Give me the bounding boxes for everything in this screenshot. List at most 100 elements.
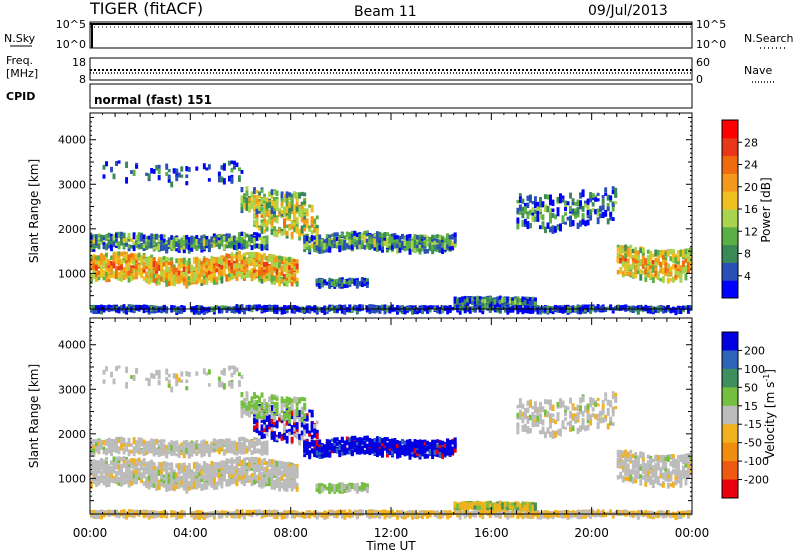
power-echo-cell [629,306,633,313]
power-echo-cell [549,307,552,313]
velocity-echo-cell [110,479,113,483]
power-echo-cell [245,242,249,249]
power-echo-cell [245,197,249,202]
power-echo-cell [253,265,256,272]
velocity-echo-cell [140,467,144,471]
power-echo-cell [200,270,204,275]
power-echo-cell [536,307,540,313]
power-echo-cell [335,282,339,286]
power-echo-cell [654,266,658,272]
power-echo-cell [265,256,269,260]
power-echo-cell [293,270,297,275]
power-echo-cell [355,240,359,246]
power-echo-cell [150,244,154,249]
power-echo-cell [182,307,186,313]
power-echo-cell [150,167,154,174]
power-echo-cell [406,234,409,241]
power-echo-cell [403,242,407,246]
power-echo-cell [227,265,231,272]
power-echo-cell [95,305,98,309]
power-echo-cell [212,258,216,263]
power-echo-cell [599,205,603,212]
power-echo-cell [676,254,680,262]
power-echo-cell [160,246,164,251]
power-echo-cell [280,231,284,236]
velocity-echo-cell [122,476,126,483]
power-echo-cell [614,201,618,205]
power-echo-cell [501,297,505,304]
power-echo-cell [288,212,292,219]
power-echo-cell [363,277,367,282]
velocity-echo-cell [152,482,156,488]
power-echo-cell [275,268,279,276]
power-echo-cell [135,253,139,260]
power-echo-cell [200,235,204,241]
power-echo-cell [273,231,277,237]
power-echo-cell [263,307,266,313]
power-echo-cell [155,242,159,247]
power-echo-cell [237,167,241,172]
velocity-echo-cell [195,462,199,468]
power-echo-cell [574,202,578,206]
power-echo-cell [202,279,206,283]
power-echo-cell [220,176,224,183]
power-echo-cell [102,244,106,249]
power-echo-cell [167,174,171,179]
power-echo-cell [107,236,111,241]
power-echo-cell [100,267,103,274]
power-echo-cell [431,245,435,251]
power-echo-cell [147,256,151,263]
power-echo-cell [125,177,129,184]
power-echo-cell [360,277,364,282]
power-echo-cell [315,278,319,284]
power-echo-cell [110,236,113,241]
power-echo-cell [634,264,638,269]
power-echo-cell [661,306,665,314]
velocity-echo-cell [142,466,146,473]
power-echo-cell [559,193,562,198]
power-echo-cell [681,249,685,254]
velocity-echo-cell [157,484,161,491]
power-echo-cell [285,269,289,274]
power-echo-cell [388,245,392,251]
power-echo-cell [498,307,502,313]
power-echo-cell [298,192,302,199]
y-tick-label: 3000 [58,178,86,191]
power-echo-cell [426,248,430,254]
power-echo-cell [290,264,294,268]
power-echo-cell [441,240,445,246]
power-echo-cell [283,218,287,224]
power-echo-cell [150,237,154,244]
power-echo-cell [255,304,259,310]
power-echo-cell [155,243,159,250]
power-echo-cell [237,175,241,182]
power-echo-cell [365,233,369,237]
velocity-echo-cell [175,485,179,490]
power-echo-cell [564,205,567,209]
power-echo-cell [185,234,189,242]
power-echo-cell [533,202,537,209]
velocity-echo-cell [167,473,171,481]
velocity-echo-cell [145,469,149,475]
power-echo-cell [676,266,680,272]
power-echo-cell [165,273,169,278]
power-echo-cell [147,261,151,266]
power-echo-cell [110,264,113,269]
power-echo-cell [559,196,562,204]
power-echo-cell [120,251,124,257]
power-echo-cell [453,232,457,238]
power-echo-cell [260,227,264,235]
power-echo-cell [644,262,648,270]
power-echo-cell [157,175,161,181]
power-echo-cell [564,304,567,311]
power-echo-cell [646,260,650,267]
power-echo-cell [200,278,204,284]
power-echo-cell [245,186,249,191]
power-echo-cell [380,237,384,243]
power-echo-cell [599,305,603,311]
power-echo-cell [476,300,480,307]
power-echo-cell [636,270,640,275]
power-echo-cell [323,279,327,284]
power-echo-cell [258,191,261,196]
velocity-echo-cell [150,467,154,473]
